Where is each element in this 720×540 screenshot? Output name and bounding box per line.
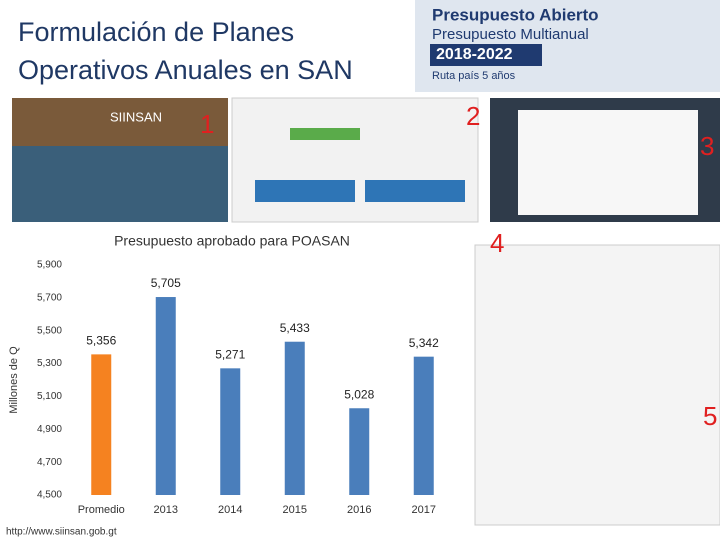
x-tick-label: 2015 <box>283 504 307 516</box>
screenshot-block <box>365 180 465 202</box>
marker: 2 <box>466 101 480 131</box>
y-tick-label: 4,900 <box>37 424 62 435</box>
logo-band <box>430 44 542 66</box>
value-label: 5,433 <box>280 321 310 335</box>
logo-text: Ruta país 5 años <box>432 70 516 82</box>
footer-url: http://www.siinsan.gob.gt <box>6 527 117 538</box>
logo: Presupuesto Abierto Presupuesto Multianu… <box>415 0 720 92</box>
screenshot-block <box>290 128 360 140</box>
y-tick-label: 5,500 <box>37 325 62 336</box>
bar <box>413 356 434 495</box>
value-label: 5,028 <box>344 387 374 401</box>
bar <box>349 408 370 495</box>
value-label: 5,342 <box>409 336 439 350</box>
marker: 4 <box>490 228 504 258</box>
screenshot-panel <box>518 110 698 215</box>
y-tick-label: 5,700 <box>37 292 62 303</box>
value-label: 5,356 <box>86 334 116 348</box>
y-tick-label: 5,100 <box>37 391 62 402</box>
marker: 1 <box>200 109 214 139</box>
logo-text: Presupuesto Abierto <box>432 5 599 24</box>
bar <box>91 354 112 495</box>
y-tick-label: 4,700 <box>37 457 62 468</box>
screenshot <box>474 244 720 526</box>
x-tick-label: 2013 <box>154 504 178 516</box>
value-label: 5,271 <box>215 348 245 362</box>
screenshot <box>231 97 479 223</box>
x-tick-label: 2016 <box>347 504 371 516</box>
marker: 3 <box>700 131 714 161</box>
screenshot-banner <box>12 98 228 146</box>
bar <box>284 341 305 495</box>
x-tick-label: 2017 <box>412 504 436 516</box>
slide-title: Formulación de Planes <box>18 17 294 47</box>
y-tick-label: 5,300 <box>37 358 62 369</box>
y-tick-label: 4,500 <box>37 490 62 501</box>
slide-title: Operativos Anuales en SAN <box>18 55 353 85</box>
bar <box>220 368 241 495</box>
screenshot-text: SIINSAN <box>110 109 162 124</box>
value-label: 5,705 <box>151 276 181 290</box>
x-tick-label: 2014 <box>218 504 242 516</box>
y-tick-label: 5,900 <box>37 260 62 271</box>
y-axis-label: Millones de Q <box>8 346 20 414</box>
logo-text: 2018-2022 <box>436 46 513 63</box>
screenshot-block <box>255 180 355 202</box>
bar <box>155 297 176 495</box>
x-tick-label: Promedio <box>78 504 125 516</box>
marker: 5 <box>703 401 717 431</box>
chart-title: Presupuesto aprobado para POASAN <box>114 233 350 249</box>
logo-text: Presupuesto Multianual <box>432 26 589 43</box>
